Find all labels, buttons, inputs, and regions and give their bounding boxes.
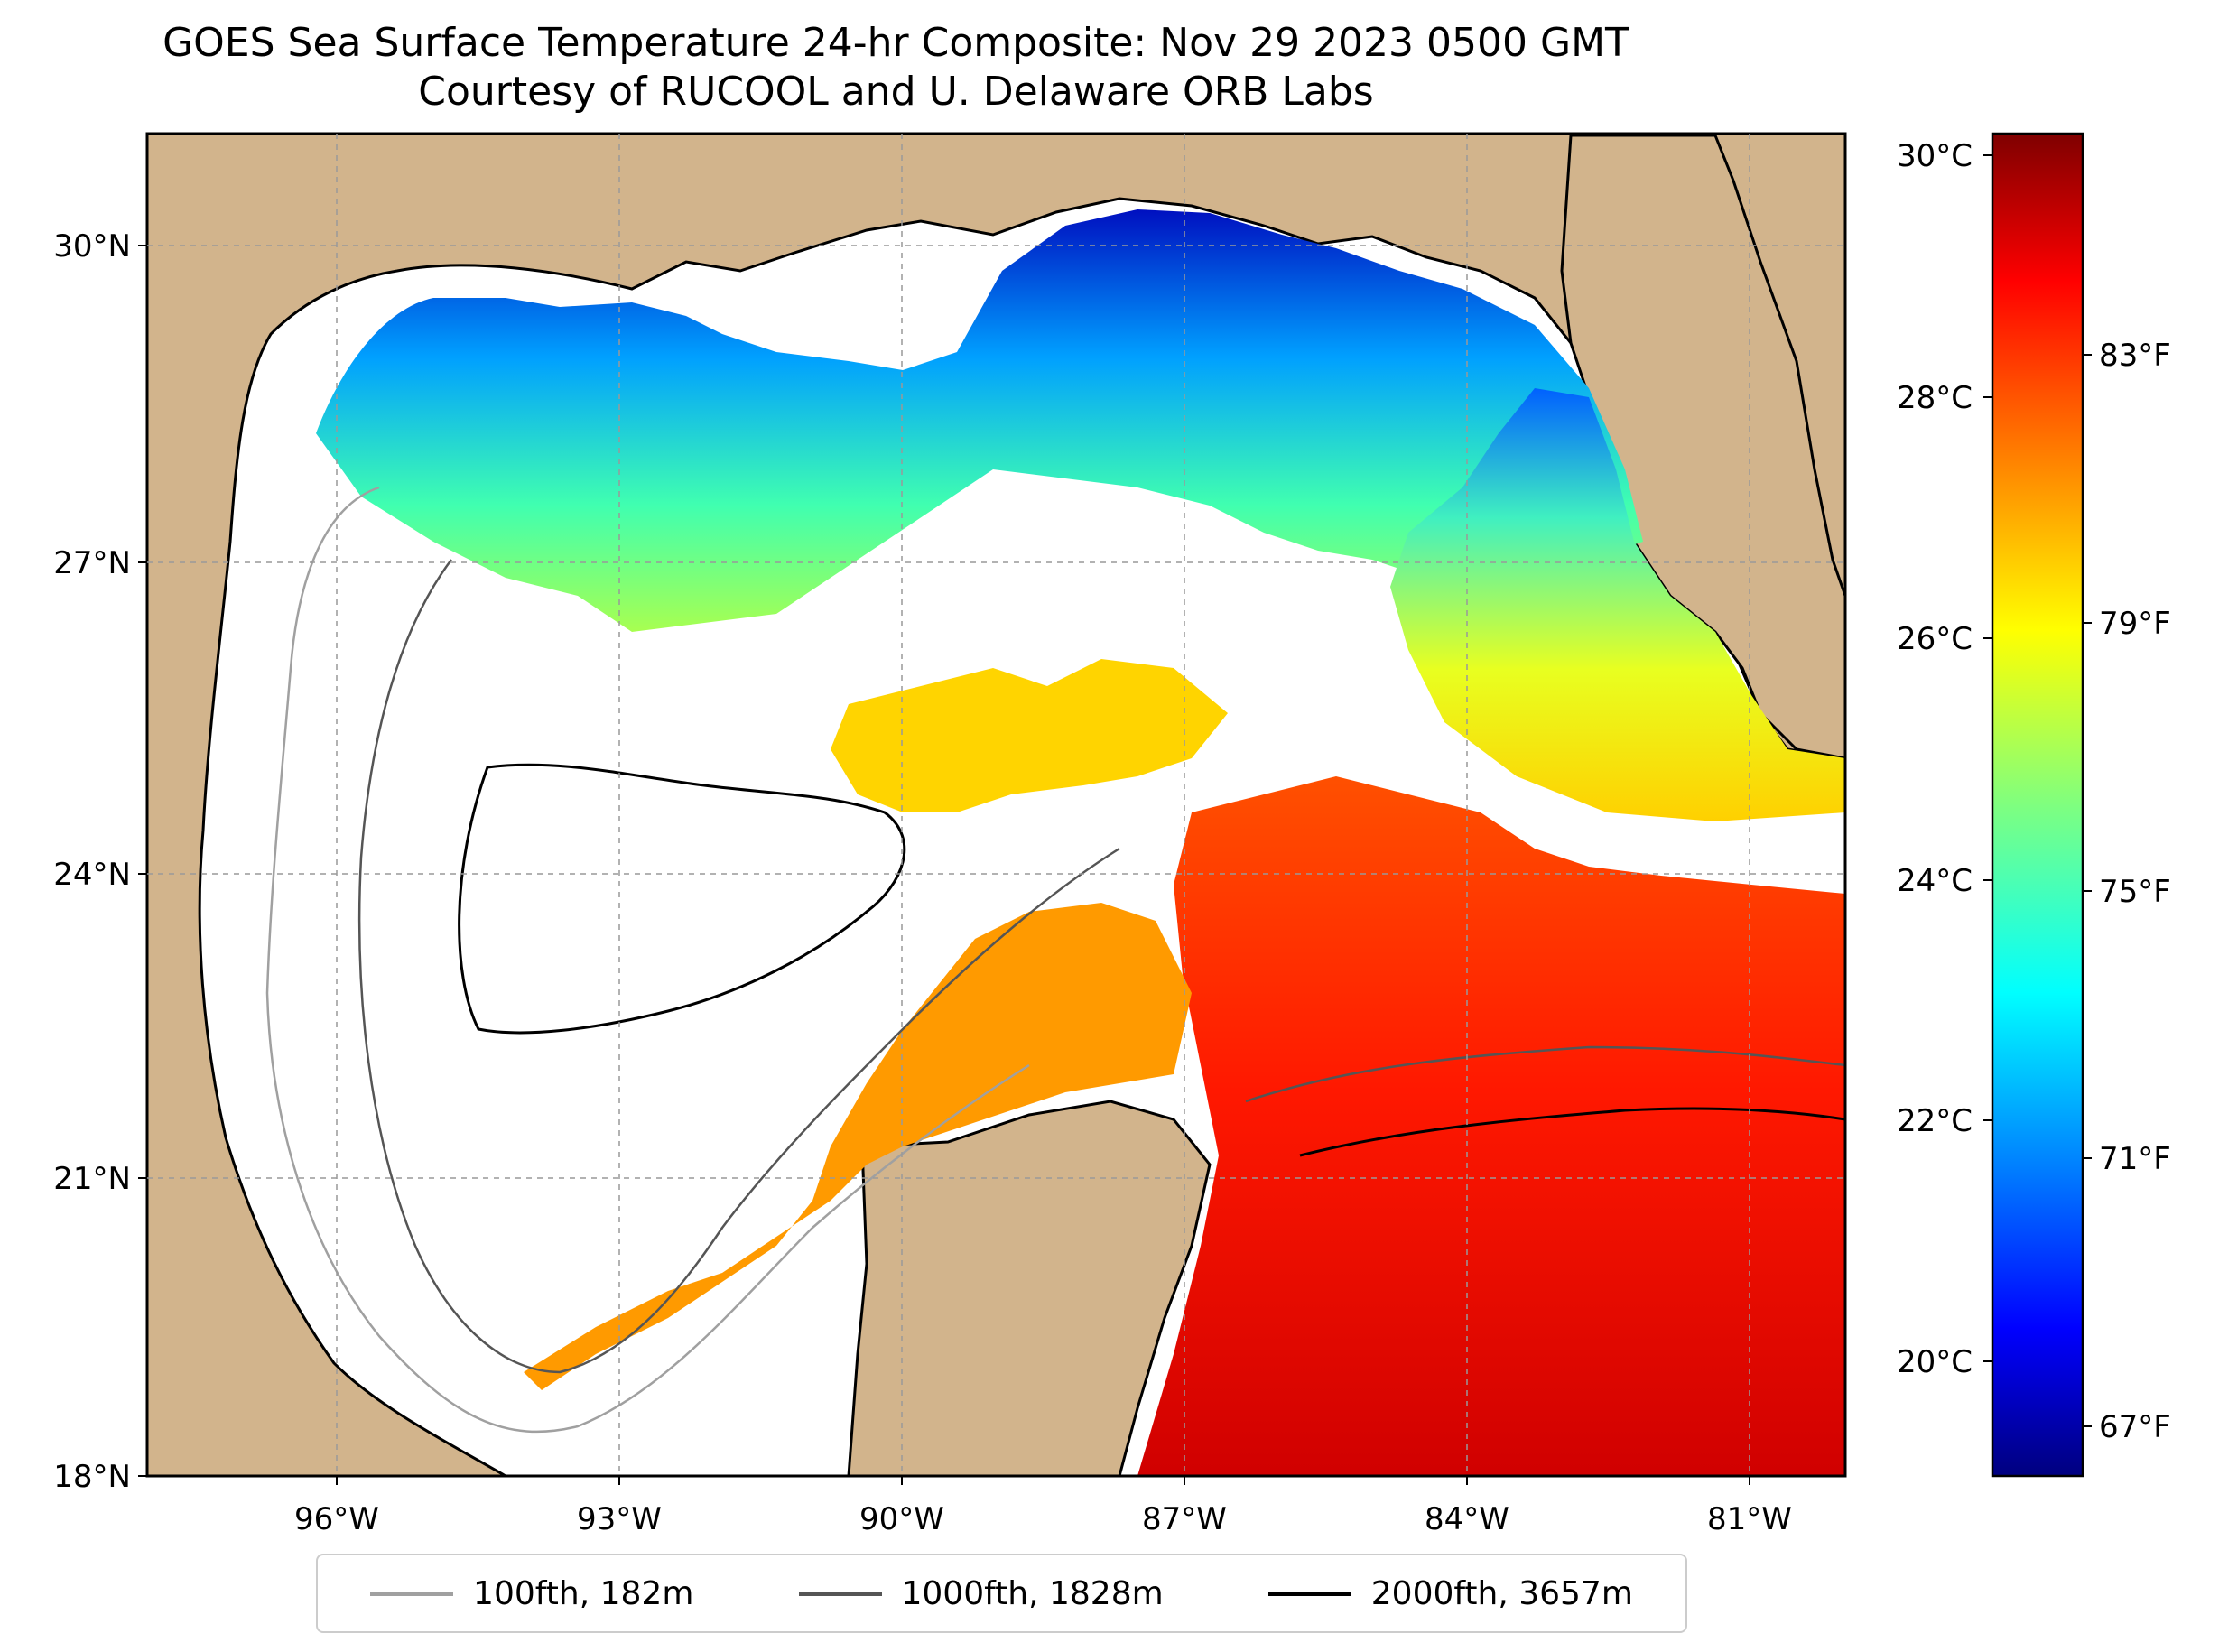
colorbar xyxy=(1991,132,2084,1478)
legend-swatch xyxy=(1267,1591,1351,1596)
legend-item-2000fth: 2000fth, 3657m xyxy=(1267,1574,1633,1612)
celsius-labels: 30°C 28°C 26°C 24°C 22°C 20°C xyxy=(1897,138,1973,1380)
fahrenheit-labels: 83°F 79°F 75°F 71°F 67°F xyxy=(2099,338,2171,1445)
lon-label: 90°W xyxy=(859,1501,944,1537)
legend-label: 2000fth, 3657m xyxy=(1370,1574,1633,1612)
fahrenheit-label: 79°F xyxy=(2099,606,2171,642)
sst-loop-current xyxy=(1137,776,1845,1476)
map-title: GOES Sea Surface Temperature 24-hr Compo… xyxy=(162,20,1629,66)
lon-labels: 96°W 93°W 90°W 87°W 84°W 81°W xyxy=(294,1501,1792,1537)
isobath-2000fth xyxy=(458,763,906,1035)
fahrenheit-label: 67°F xyxy=(2099,1409,2171,1445)
lat-label: 30°N xyxy=(53,228,131,265)
lon-label: 81°W xyxy=(1707,1501,1792,1537)
legend-label: 100fth, 182m xyxy=(473,1574,694,1612)
legend-item-100fth: 100fth, 182m xyxy=(370,1575,693,1612)
lon-label: 96°W xyxy=(294,1501,379,1537)
lat-label: 27°N xyxy=(53,545,131,581)
isobath-2000fth-south xyxy=(1299,1107,1845,1157)
legend-item-1000fth: 1000fth, 1828m xyxy=(798,1574,1164,1612)
fahrenheit-label: 83°F xyxy=(2099,338,2171,374)
lat-label: 24°N xyxy=(53,857,131,893)
legend-swatch xyxy=(370,1591,454,1596)
sst-north-shelf xyxy=(316,209,1643,632)
axis-ticks xyxy=(138,245,1750,1485)
celsius-label: 24°C xyxy=(1897,863,1973,899)
isobath-legend: 100fth, 182m 1000fth, 1828m 2000fth, 365… xyxy=(316,1554,1687,1633)
legend-swatch xyxy=(798,1591,882,1596)
map-area xyxy=(147,134,1845,1476)
sst-mid-band xyxy=(831,659,1228,812)
celsius-ticks xyxy=(1983,154,1992,1362)
lon-label: 84°W xyxy=(1425,1501,1509,1537)
lon-label: 93°W xyxy=(577,1501,662,1537)
isobath-100fth xyxy=(265,486,1030,1434)
fahrenheit-label: 71°F xyxy=(2099,1141,2171,1177)
celsius-label: 26°C xyxy=(1897,621,1973,657)
fahrenheit-ticks xyxy=(2083,354,2092,1427)
sst-campeche xyxy=(524,903,1192,1390)
celsius-label: 28°C xyxy=(1897,380,1973,416)
lat-label: 18°N xyxy=(53,1459,131,1495)
isobath-1000fth xyxy=(357,559,1120,1374)
map-subtitle: Courtesy of RUCOOL and U. Delaware ORB L… xyxy=(418,69,1374,115)
sst-florida-shelf xyxy=(1390,388,1845,821)
fahrenheit-label: 75°F xyxy=(2099,874,2171,910)
legend-label: 1000fth, 1828m xyxy=(901,1574,1164,1612)
isobath-1000fth-south xyxy=(1245,1045,1845,1103)
yucatan-land xyxy=(847,1100,1212,1476)
map-frame xyxy=(145,132,1847,1478)
gridlines xyxy=(147,134,1845,1476)
lat-label: 21°N xyxy=(53,1161,131,1197)
celsius-label: 30°C xyxy=(1897,138,1973,174)
celsius-label: 22°C xyxy=(1897,1103,1973,1139)
celsius-label: 20°C xyxy=(1897,1344,1973,1380)
lon-label: 87°W xyxy=(1142,1501,1227,1537)
lat-labels: 30°N 27°N 24°N 21°N 18°N xyxy=(53,228,131,1495)
